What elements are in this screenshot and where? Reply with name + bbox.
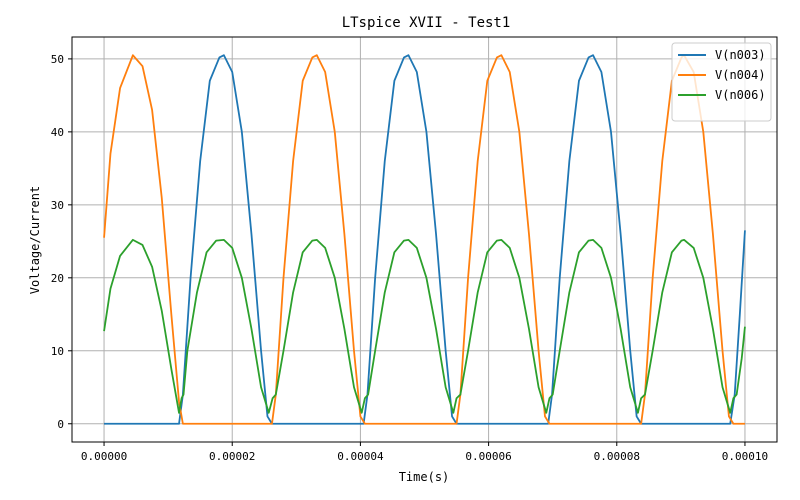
x-tick-label: 0.00006 (465, 450, 511, 463)
y-axis-label: Voltage/Current (28, 186, 42, 294)
series-line-v-n003 (104, 54, 746, 425)
legend: V(n003) V(n004) V(n006) (671, 42, 772, 122)
x-tick-label: 0.00002 (209, 450, 255, 463)
chart-title: LTspice XVII - Test1 (342, 15, 511, 31)
legend-label: V(n003) (715, 48, 766, 62)
y-tick-label: 0 (57, 418, 64, 431)
x-tick-label: 0.00004 (337, 450, 384, 463)
x-tick-label: 0.00000 (81, 450, 127, 463)
axis-ticks: 0.00000 0.00002 0.00004 0.00006 0.00008 0.000… (51, 53, 768, 463)
y-tick-label: 20 (51, 272, 64, 285)
legend-label: V(n004) (715, 68, 766, 82)
y-tick-label: 30 (51, 199, 64, 212)
x-tick-label: 0.00008 (594, 450, 640, 463)
plot-frame (71, 36, 778, 443)
x-axis-label: Time(s) (399, 470, 450, 484)
legend-box (671, 42, 772, 122)
y-tick-label: 10 (51, 345, 64, 358)
y-tick-label: 50 (51, 53, 64, 66)
x-tick-label: 0.00010 (722, 450, 768, 463)
y-tick-label: 40 (51, 126, 64, 139)
series-line-v-n006 (103, 238, 746, 414)
series-lines (103, 54, 746, 425)
legend-label: V(n006) (715, 88, 766, 102)
